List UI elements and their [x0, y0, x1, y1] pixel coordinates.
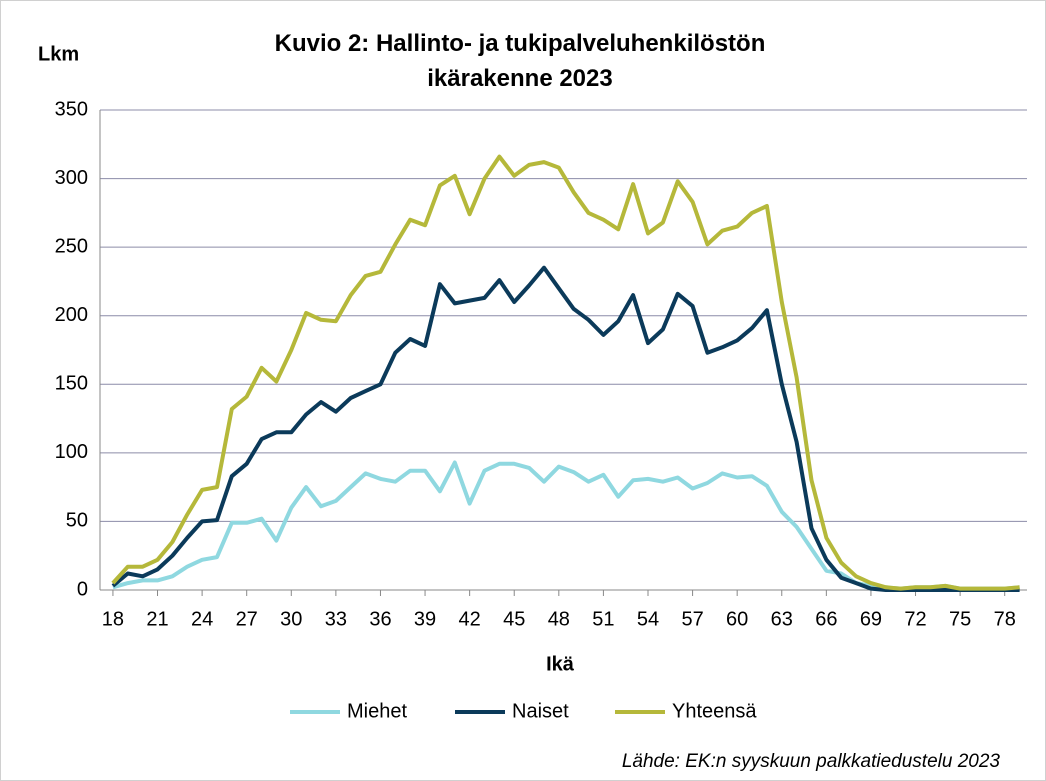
y-tick-label: 200	[55, 304, 88, 326]
y-tick-label: 50	[66, 510, 88, 532]
legend-label: Miehet	[347, 700, 407, 722]
source-note: Lähde: EK:n syyskuun palkkatiedustelu 20…	[622, 751, 1001, 772]
x-tick-label: 72	[904, 608, 926, 630]
x-tick-label: 60	[726, 608, 748, 630]
x-tick-label: 45	[503, 608, 525, 630]
y-axis-label: Lkm	[38, 43, 79, 65]
x-axis-label: Ikä	[546, 653, 575, 675]
series-line	[111, 265, 1020, 592]
x-tick-label: 78	[994, 608, 1016, 630]
x-tick-label: 54	[637, 608, 659, 630]
series-line	[111, 154, 1020, 591]
chart-title: Kuvio 2: Hallinto- ja tukipalveluhenkilö…	[275, 30, 766, 92]
y-tick-label: 150	[55, 373, 88, 395]
x-tick-label: 36	[369, 608, 391, 630]
x-tick-label: 69	[860, 608, 882, 630]
x-tick-label: 75	[949, 608, 971, 630]
y-tick-label: 0	[77, 578, 88, 600]
x-tick-label: 57	[681, 608, 703, 630]
x-tick-label: 24	[191, 608, 213, 630]
x-tick-label: 27	[236, 608, 258, 630]
x-tick-label: 63	[771, 608, 793, 630]
y-tick-label: 350	[55, 98, 88, 120]
x-tick-label: 18	[102, 608, 124, 630]
y-tick-label: 250	[55, 235, 88, 257]
legend-label: Yhteensä	[672, 700, 757, 722]
x-tick-label: 48	[548, 608, 570, 630]
x-tick-label: 39	[414, 608, 436, 630]
x-tick-label: 21	[146, 608, 168, 630]
legend-label: Naiset	[512, 700, 569, 722]
x-tick-label: 51	[592, 608, 614, 630]
x-tick-label: 66	[815, 608, 837, 630]
y-tick-label: 300	[55, 167, 88, 189]
x-tick-label: 33	[325, 608, 347, 630]
x-tick-label: 30	[280, 608, 302, 630]
y-tick-label: 100	[55, 441, 88, 463]
x-tick-label: 42	[459, 608, 481, 630]
series-line	[112, 460, 1020, 591]
